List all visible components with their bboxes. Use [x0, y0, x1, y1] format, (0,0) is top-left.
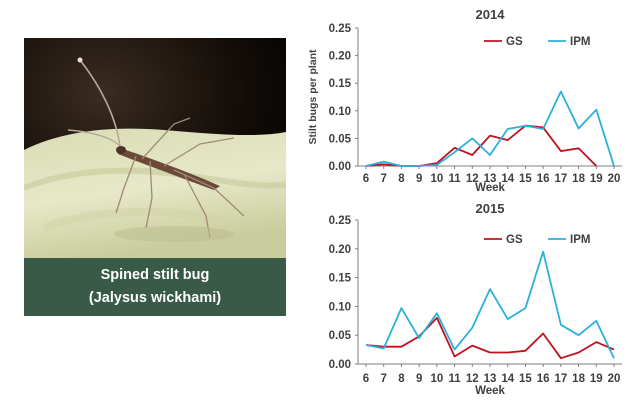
series-line-GS: [365, 316, 615, 360]
y-tick-label: 0.05: [329, 330, 352, 342]
x-tick-label: 13: [484, 173, 497, 185]
x-tick-label: 6: [363, 173, 369, 185]
y-tick-label: 0.15: [329, 78, 352, 90]
x-tick-label: 20: [608, 173, 621, 185]
y-tick-label: 0.05: [329, 133, 352, 145]
caption-common-name: Spined stilt bug: [100, 267, 210, 283]
series-line-IPM: [365, 90, 615, 167]
y-axis-label: Stilt bugs per plant: [307, 49, 319, 145]
x-tick-label: 7: [381, 173, 387, 185]
chart-title: 2014: [476, 7, 506, 22]
x-tick-label: 10: [430, 173, 443, 185]
x-tick-label: 13: [484, 373, 497, 385]
x-tick-label: 17: [554, 373, 567, 385]
x-tick-label: 15: [519, 373, 532, 385]
x-tick-label: 14: [501, 173, 514, 185]
x-tick-label: 16: [537, 173, 550, 185]
stilt-bug-image: [24, 38, 286, 258]
x-tick-label: 19: [590, 173, 603, 185]
x-tick-label: 7: [381, 373, 387, 385]
y-tick-label: 0.20: [329, 244, 351, 256]
x-tick-label: 15: [519, 173, 532, 185]
x-axis-label: Week: [475, 385, 505, 397]
x-tick-label: 18: [572, 373, 585, 385]
x-tick-label: 16: [537, 373, 550, 385]
x-tick-label: 11: [448, 373, 461, 385]
x-tick-label: 9: [416, 373, 422, 385]
legend-label-IPM: IPM: [570, 36, 590, 48]
x-tick-label: 17: [554, 173, 567, 185]
x-tick-label: 8: [398, 173, 405, 185]
x-tick-label: 12: [466, 173, 479, 185]
series-line-IPM: [365, 250, 615, 359]
y-tick-label: 0.10: [329, 106, 351, 118]
charts-panel: 2014 0.00 0.05 0.10 0.15 0.20 0.25 6 7 8 9 10 11 12 13…: [296, 0, 632, 400]
photo-caption: Spined stilt bug (Jalysus wickhami): [24, 258, 286, 316]
y-tick-label: 0.15: [329, 273, 352, 285]
legend-label-GS: GS: [506, 36, 523, 48]
y-tick-label: 0.10: [329, 301, 351, 313]
stilt-bug-photo: [24, 38, 286, 316]
x-tick-label: 8: [398, 373, 405, 385]
legend-label-GS: GS: [506, 234, 523, 246]
x-tick-label: 10: [430, 373, 443, 385]
y-tick-label: 0.20: [329, 51, 351, 63]
x-tick-label: 14: [501, 373, 514, 385]
x-axis-label: Week: [475, 182, 505, 194]
x-tick-label: 11: [448, 173, 461, 185]
caption-scientific-name: (Jalysus wickhami): [88, 290, 222, 306]
y-tick-label: 0.00: [329, 359, 351, 371]
legend-label-IPM: IPM: [570, 234, 590, 246]
x-tick-label: 6: [363, 373, 369, 385]
x-tick-label: 18: [572, 173, 585, 185]
x-tick-label: 12: [466, 373, 479, 385]
x-tick-label: 9: [416, 173, 422, 185]
y-tick-label: 0.25: [329, 23, 352, 35]
x-tick-label: 19: [590, 373, 603, 385]
y-tick-label: 0.00: [329, 161, 351, 173]
chart-title: 2015: [476, 201, 505, 216]
y-tick-label: 0.25: [329, 215, 352, 227]
x-tick-label: 20: [608, 373, 621, 385]
